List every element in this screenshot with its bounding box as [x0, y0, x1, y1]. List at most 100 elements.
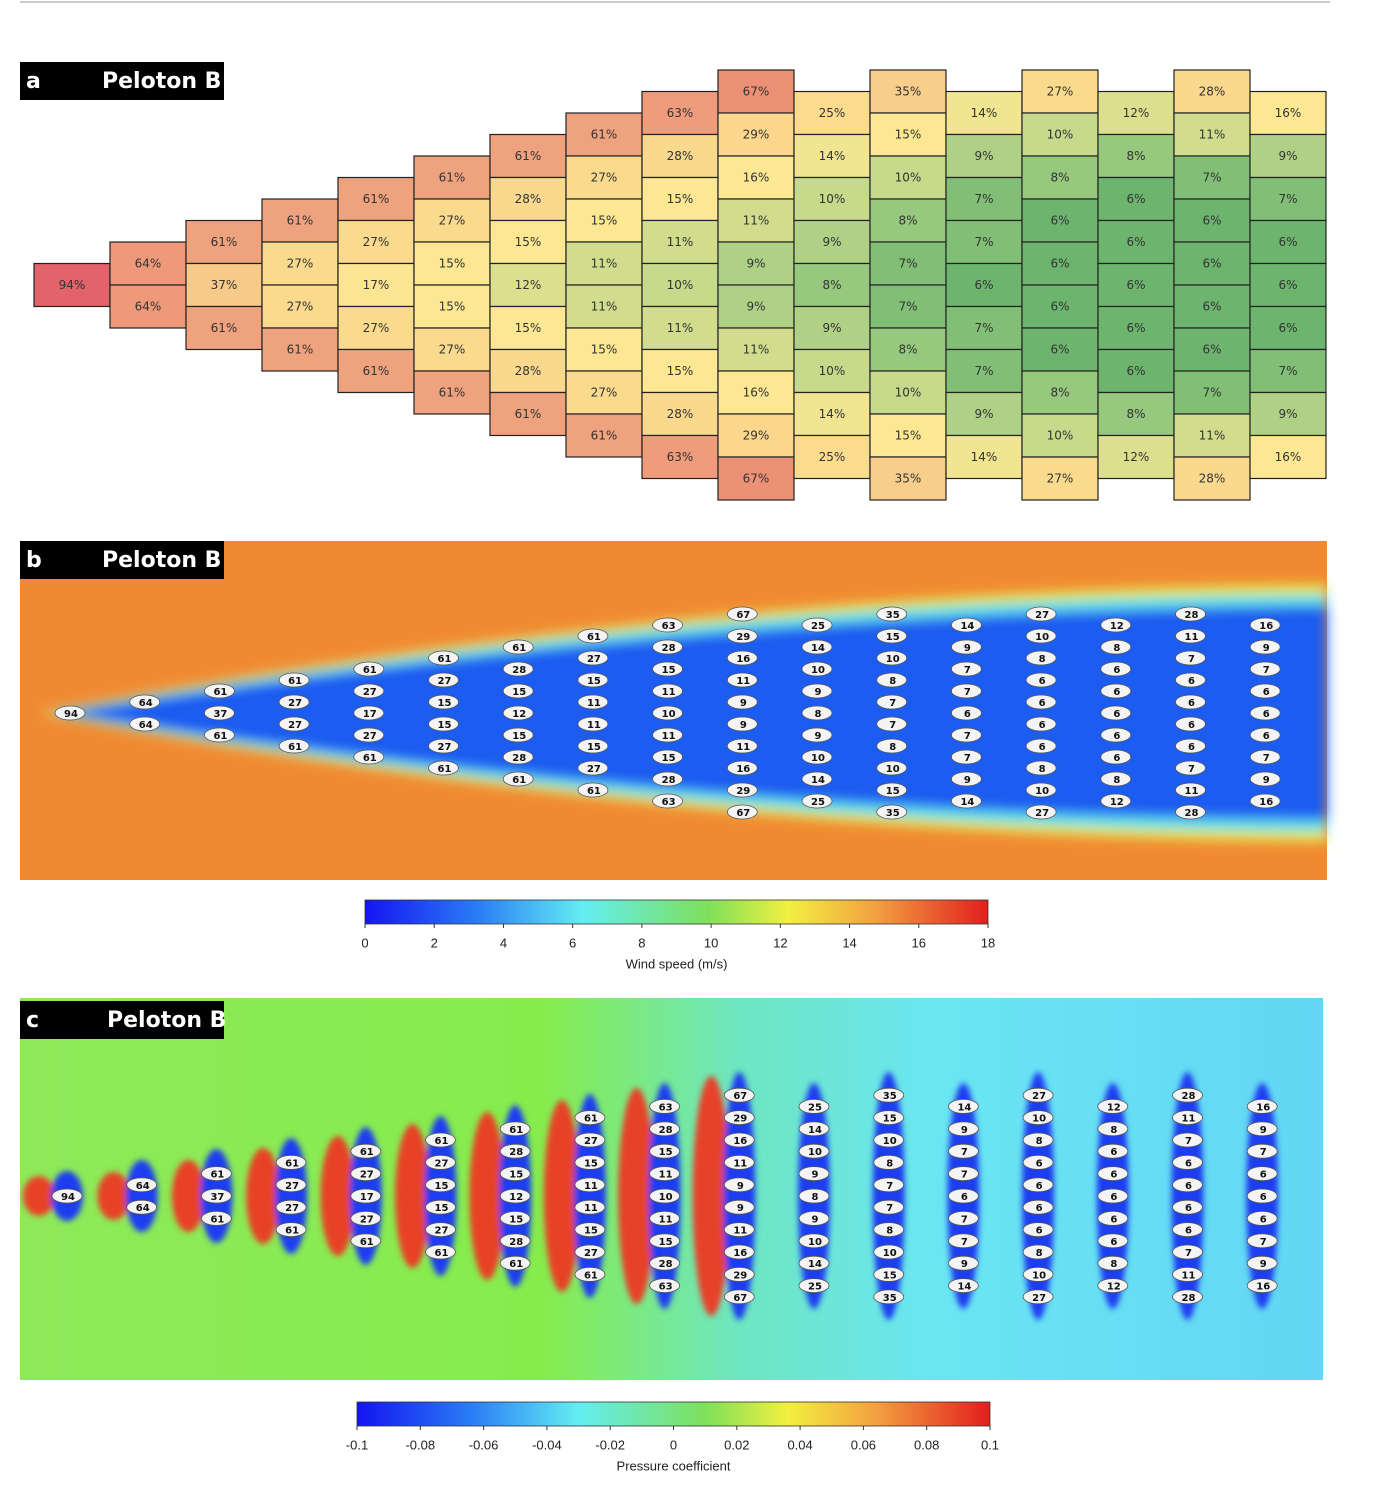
rider-label: 28	[512, 753, 526, 764]
cell	[337, 305, 415, 351]
cell-label: 9%	[1278, 407, 1297, 421]
rider-label: 27	[587, 764, 601, 775]
rider-label: 6	[1113, 687, 1120, 698]
rider	[502, 705, 534, 721]
cell-label: 15%	[591, 214, 618, 228]
rider	[1249, 705, 1281, 721]
cell	[945, 348, 1023, 394]
rider	[873, 1199, 905, 1215]
rider	[574, 1222, 606, 1237]
cell-label: 25%	[819, 106, 846, 120]
rider-label: 27	[288, 698, 302, 709]
rider	[1249, 661, 1281, 677]
cell-label: 11%	[1199, 429, 1226, 443]
rider-label: 6	[1113, 731, 1120, 742]
rider-label: 29	[736, 632, 750, 643]
cell	[1097, 434, 1175, 480]
rider	[723, 1199, 755, 1215]
rider	[1022, 1244, 1054, 1260]
rider-label: 9	[737, 1181, 744, 1192]
cell-label: 27%	[439, 343, 466, 357]
rider-label: 28	[1182, 1091, 1196, 1102]
rider	[951, 639, 982, 655]
colorbar-tick-label: 14	[842, 935, 856, 950]
rider-label: 61	[584, 1114, 598, 1125]
rider-label: 10	[883, 1136, 897, 1147]
cell-label: 6%	[1126, 235, 1145, 249]
rider-label: 6	[1039, 742, 1046, 753]
rider-label: 9	[812, 1170, 819, 1181]
rider-label: 63	[662, 621, 676, 632]
cell	[33, 262, 111, 308]
rider	[499, 1121, 531, 1137]
rider	[1246, 1211, 1278, 1226]
rider	[1246, 1188, 1278, 1204]
cell	[945, 391, 1023, 437]
rider-label: 94	[64, 709, 78, 720]
cell-label: 27%	[1047, 85, 1074, 99]
rider	[1246, 1233, 1278, 1249]
rider-label: 8	[1036, 1248, 1043, 1259]
cell-label: 7%	[974, 192, 993, 206]
rider	[948, 1121, 979, 1137]
wake	[40, 584, 1327, 842]
rider-label: 11	[584, 1203, 598, 1214]
cell-label: 61%	[363, 192, 390, 206]
rider-label: 37	[213, 709, 227, 720]
high-pressure	[469, 1112, 506, 1280]
cell-label: 15%	[667, 192, 694, 206]
rider-label: 27	[288, 720, 302, 731]
cell	[1249, 219, 1327, 265]
rider	[1097, 1121, 1129, 1137]
rider-label: 67	[736, 808, 750, 819]
rider-label: 61	[210, 1214, 224, 1225]
rider-label: 15	[509, 1170, 523, 1181]
rider-label: 67	[733, 1293, 747, 1304]
low-pressure	[125, 1160, 158, 1232]
cell-label: 7%	[898, 300, 917, 314]
rider-label: 61	[288, 676, 302, 687]
rider-label: 8	[815, 709, 822, 720]
rider	[726, 650, 758, 666]
colorbar-tick-label: -0.08	[405, 1437, 435, 1452]
cell	[641, 305, 719, 351]
cell	[717, 155, 795, 200]
rider	[951, 683, 982, 699]
cell-label: 6%	[974, 278, 993, 292]
rider-label: 6	[1263, 687, 1270, 698]
rider-label: 8	[1039, 654, 1046, 665]
rider-label: 6	[1260, 1170, 1267, 1181]
cell-label: 15%	[515, 321, 542, 335]
rider	[499, 1211, 531, 1226]
rider-label: 35	[883, 1293, 897, 1304]
rider	[1172, 1155, 1203, 1170]
rider-label: 15	[587, 676, 601, 687]
rider	[275, 1222, 307, 1237]
rider	[798, 1255, 830, 1271]
cell	[1249, 434, 1327, 480]
panel-letter: c	[26, 1008, 39, 1033]
rider	[502, 639, 534, 655]
rider-label: 6	[1188, 698, 1195, 709]
rider	[873, 1155, 905, 1170]
rider-label: 11	[662, 687, 676, 698]
rider-label: 8	[886, 1226, 893, 1237]
rider-label: 61	[285, 1158, 299, 1169]
rider-label: 27	[1035, 808, 1049, 819]
rider	[652, 793, 683, 809]
colorbar-label: Wind speed (m/s)	[626, 956, 728, 971]
rider-label: 11	[1185, 786, 1199, 797]
rider	[948, 1166, 979, 1181]
rider-label: 27	[1035, 610, 1049, 621]
colorbar-tick-label: -0.1	[346, 1437, 368, 1452]
colorbar	[364, 899, 989, 925]
cell-label: 11%	[1199, 128, 1226, 142]
rider-label: 15	[584, 1226, 598, 1237]
cell-label: 11%	[667, 235, 694, 249]
cell	[793, 305, 871, 351]
rider	[425, 1132, 456, 1148]
rider	[951, 793, 982, 809]
rider-label: 11	[733, 1226, 747, 1237]
rider-label: 61	[210, 1170, 224, 1181]
rider	[577, 760, 609, 776]
